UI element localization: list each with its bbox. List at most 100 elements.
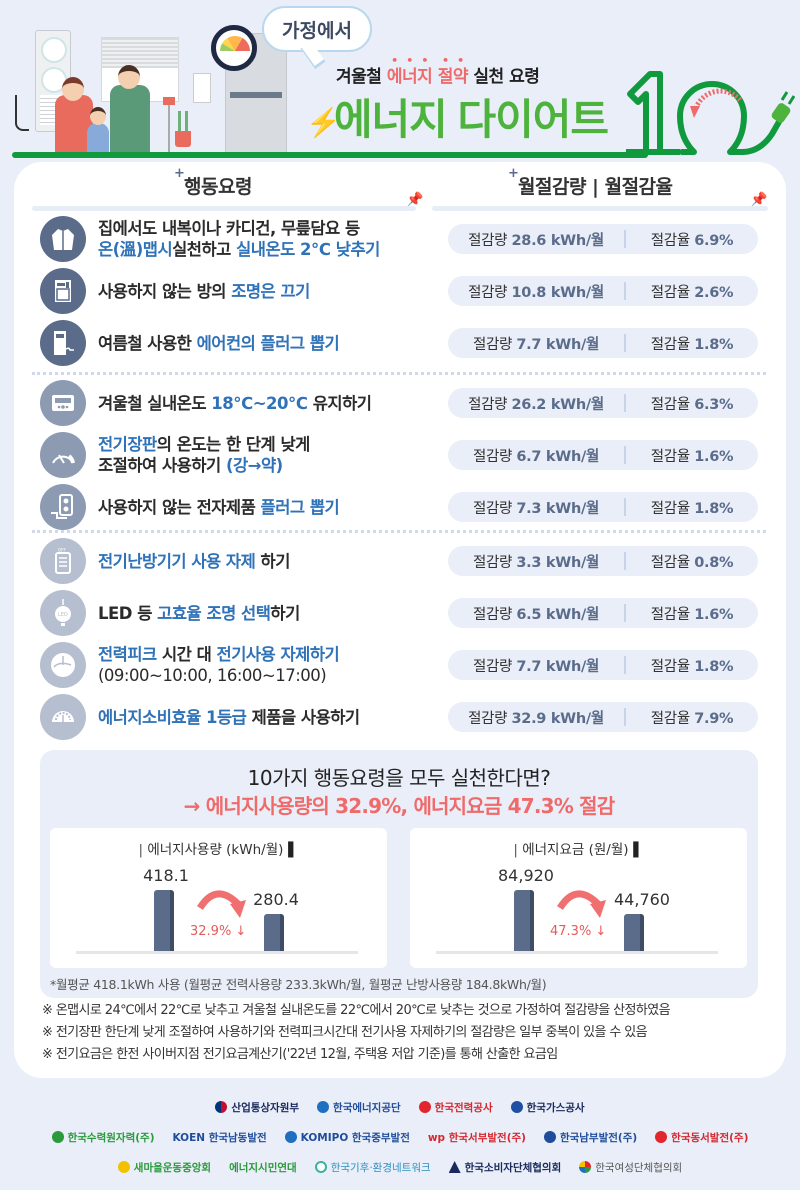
tip-row: 여름철 사용한 에어컨의 플러그 뽑기 절감량 7.7 kWh/월 절감율 1.…	[14, 318, 786, 366]
ground-line	[12, 152, 648, 158]
savings-pill: 절감량 7.3 kWh/월 절감율 1.8%	[448, 492, 758, 522]
pin-icon: 📌	[406, 192, 424, 208]
logo-komipo: KOMIPO 한국중부발전	[284, 1130, 410, 1145]
summary-answer: → 에너지사용량의 32.9%, 에너지요금 47.3% 절감	[183, 794, 616, 818]
savings-pill: 절감량 7.7 kWh/월 절감율 1.8%	[448, 328, 758, 358]
tip-row: 전력피크 시간 대 전기사용 자제하기 (09:00~10:00, 16:00~…	[14, 640, 786, 688]
tip-text: 겨울철 실내온도 18℃~20℃ 유지하기	[98, 393, 372, 413]
tips-card: + 행동요령 📌 + 월절감량 | 월절감율 📌 집에서도 내복이나 카디건, 무릎…	[14, 162, 786, 1078]
thermostat-icon	[40, 380, 86, 426]
chart-baseline	[436, 951, 718, 954]
group-divider	[32, 530, 766, 533]
chart-title: | 에너지요금 (원/월) ▌	[513, 842, 644, 858]
group-divider	[32, 372, 766, 375]
note-item: ※ 전기장판 한단계 낮게 조절하여 사용하기와 전력피크시간대 전기사용 자제…	[42, 1025, 648, 1040]
header: 가정에서 겨울철 에너지 절약 실천 요령 ⚡에너지 다이어트	[0, 0, 800, 165]
bar-after	[624, 914, 644, 954]
savings-pill: 절감량 6.5 kWh/월 절감율 1.6%	[448, 598, 758, 628]
svg-text:LED: LED	[58, 612, 68, 618]
chart-baseline	[76, 951, 358, 954]
child-figure	[87, 123, 109, 157]
plug-cord-icon	[15, 95, 29, 131]
lamp-icon	[163, 97, 175, 105]
energy-gauge-icon	[211, 25, 257, 71]
main-title: ⚡에너지 다이어트	[306, 96, 609, 147]
logo-row: 새마을운동중앙회 에너지시민연대 한국기후·환경네트워크 한국소비자단체협의회 …	[0, 1152, 800, 1182]
heater-off-icon: OFF	[40, 538, 86, 584]
plant-icon	[175, 131, 191, 147]
savings-pill: 절감량 7.7 kWh/월 절감율 1.8%	[448, 650, 758, 680]
wall-switch-icon	[193, 73, 211, 103]
logo-ewp: 한국동서발전(주)	[655, 1130, 748, 1145]
savings-pill: 절감량 10.8 kWh/월 절감율 2.6%	[448, 276, 758, 306]
tip-text: 사용하지 않는 전자제품 플러그 뽑기	[98, 497, 340, 517]
tip-row: LED LED 등 고효율 조명 선택하기 절감량 6.5 kWh/월 절감율 …	[14, 588, 786, 636]
curved-arrow-icon	[557, 890, 606, 918]
chart-title: | 에너지사용량 (kWh/월) ▌	[138, 842, 299, 858]
tip-row: 에너지소비효율 1등급 제품을 사용하기 절감량 32.9 kWh/월 절감율 …	[14, 692, 786, 740]
mother-figure	[55, 95, 93, 157]
logo-energy-citizens: 에너지시민연대	[229, 1161, 297, 1174]
tip-text: 여름철 사용한 에어컨의 플러그 뽑기	[98, 333, 340, 353]
lightning-icon: ⚡	[306, 106, 341, 138]
logo-koen: KOEN 한국남동발전	[172, 1131, 267, 1144]
led-bulb-icon: LED	[40, 590, 86, 636]
logo-kea: 한국에너지공단	[317, 1100, 401, 1115]
logo-kogas: 한국가스공사	[510, 1100, 585, 1115]
logo-climate-network: 한국기후·환경네트워크	[314, 1160, 431, 1175]
summary-box: 10가지 행동요령을 모두 실천한다면? → 에너지사용량의 32.9%, 에너…	[40, 750, 758, 998]
logo-kowepo: wp 한국서부발전(주)	[427, 1131, 526, 1144]
dial-gauge-icon	[40, 432, 86, 478]
column-header-savings: + 월절감량 | 월절감율	[508, 166, 673, 202]
savings-pill: 절감량 28.6 kWh/월 절감율 6.9%	[448, 224, 758, 254]
logo-motie: 산업통상자원부	[215, 1100, 299, 1115]
bar-value: 84,920	[498, 866, 554, 885]
tip-text: LED 등 고효율 조명 선택하기	[98, 603, 300, 623]
column-header-actions: + 행동요령	[174, 166, 252, 202]
savings-pill: 절감량 32.9 kWh/월 절감율 7.9%	[448, 702, 758, 732]
tip-text: 전기장판의 온도는 한 단계 낮게 조절하여 사용하기 (강→약)	[98, 435, 310, 475]
number-10-plug-graphic	[626, 71, 795, 155]
tip-row: 사용하지 않는 방의 조명은 끄기 절감량 10.8 kWh/월 절감율 2.6…	[14, 266, 786, 314]
decrease-percent: 47.3% ↓	[550, 924, 607, 939]
light-switch-off-icon	[40, 268, 86, 314]
tip-row: 전기장판의 온도는 한 단계 낮게 조절하여 사용하기 (강→약) 절감량 6.…	[14, 430, 786, 478]
energy-usage-chart: | 에너지사용량 (kWh/월) ▌ 418.1 32.9% ↓ 280.4	[50, 828, 387, 968]
savings-pill: 절감량 3.3 kWh/월 절감율 0.8%	[448, 546, 758, 576]
efficiency-meter-icon	[40, 694, 86, 740]
logo-row: 산업통상자원부 한국에너지공단 한국전력공사 한국가스공사	[0, 1092, 800, 1122]
pin-icon: 📌	[750, 192, 768, 208]
window-icon	[101, 37, 179, 102]
tip-row: OFF 전기난방기기 사용 자제 하기 절감량 3.3 kWh/월 절감율 0.…	[14, 536, 786, 584]
air-conditioner-plug-icon	[40, 320, 86, 366]
jacket-icon	[40, 216, 86, 262]
note-item: ※ 온맵시로 24℃에서 22℃로 낮추고 겨울철 실내온도를 22℃에서 20…	[42, 1003, 671, 1018]
summary-footnote: *월평균 418.1kWh 사용 (월평균 전력사용량 233.3kWh/월, …	[50, 977, 547, 992]
tip-row: 겨울철 실내온도 18℃~20℃ 유지하기 절감량 26.2 kWh/월 절감율…	[14, 378, 786, 426]
speech-bubble: 가정에서	[262, 6, 372, 52]
clock-icon	[40, 642, 86, 688]
energy-cost-chart: | 에너지요금 (원/월) ▌ 84,920 47.3% ↓ 44,760	[410, 828, 747, 968]
decrease-percent: 32.9% ↓	[190, 924, 247, 939]
bar-after	[264, 914, 284, 954]
tip-row: 집에서도 내복이나 카디건, 무릎담요 등 온(溫)맵시실천하고 실내온도 2℃…	[14, 214, 786, 262]
tip-text: 전력피크 시간 대 전기사용 자제하기 (09:00~10:00, 16:00~…	[98, 645, 340, 685]
column-underline	[432, 206, 768, 211]
father-figure	[110, 85, 150, 157]
summary-question: 10가지 행동요령을 모두 실천한다면?	[247, 766, 551, 790]
tip-text: 전기난방기기 사용 자제 하기	[98, 551, 290, 571]
bar-before	[514, 890, 534, 954]
tip-row: 사용하지 않는 전자제품 플러그 뽑기 절감량 7.3 kWh/월 절감율 1.…	[14, 482, 786, 530]
logo-kospo: 한국남부발전(주)	[543, 1130, 637, 1145]
logo-consumer-council: 한국소비자단체협의회	[448, 1160, 561, 1175]
note-item: ※ 전기요금은 한전 사이버지점 전기요금계산기('22년 12월, 주택용 저…	[42, 1047, 558, 1062]
subtitle: 겨울철 에너지 절약 실천 요령	[336, 62, 540, 87]
logo-kepco: 한국전력공사	[418, 1100, 493, 1115]
logo-saemaul: 새마을운동중앙회	[117, 1160, 211, 1175]
tip-text: 에너지소비효율 1등급 제품을 사용하기	[98, 707, 360, 727]
logo-khnp: 한국수력원자력(주)	[51, 1130, 155, 1145]
column-underline	[32, 206, 416, 211]
savings-pill: 절감량 26.2 kWh/월 절감율 6.3%	[448, 388, 758, 418]
svg-text:OFF: OFF	[58, 548, 66, 553]
curved-arrow-icon	[197, 890, 246, 918]
